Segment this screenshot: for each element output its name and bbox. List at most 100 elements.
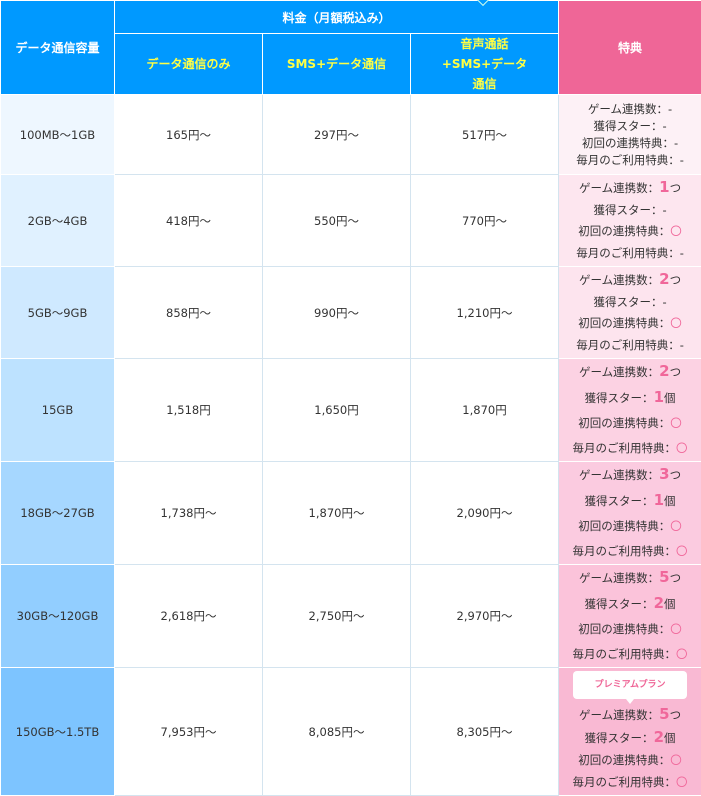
capacity-cell: 5GB～9GB bbox=[1, 267, 115, 359]
perks-cell: ゲーム連携数：2つ獲得スター：1個初回の連携特典：〇毎月のご利用特典：〇 bbox=[559, 359, 701, 462]
perk-value: - bbox=[680, 338, 684, 352]
perks-cell: ゲーム連携数：-獲得スター：-初回の連携特典：-毎月のご利用特典：- bbox=[559, 95, 701, 175]
perk-value: 1 bbox=[654, 491, 664, 509]
perk-unit: つ bbox=[670, 365, 682, 379]
header-plan-voice: 音声通話+SMS+データ通信 bbox=[411, 34, 559, 95]
perk-line: ゲーム連携数：5つ bbox=[559, 565, 701, 591]
price-cell: 8,305円～ bbox=[411, 668, 559, 796]
perk-value: 〇 bbox=[676, 441, 688, 455]
header-price-group: 料金（月額税込み） bbox=[115, 1, 559, 34]
perk-line: 初回の連携特典：〇 bbox=[559, 617, 701, 642]
perk-value: 〇 bbox=[676, 775, 688, 789]
capacity-cell: 2GB～4GB bbox=[1, 175, 115, 267]
perk-line: 毎月のご利用特典：- bbox=[559, 243, 701, 265]
perk-line: 初回の連携特典：〇 bbox=[559, 749, 701, 771]
perk-unit: つ bbox=[670, 571, 682, 585]
perk-line: 毎月のご利用特典：- bbox=[559, 335, 701, 357]
perk-line: 初回の連携特典：〇 bbox=[559, 221, 701, 243]
perk-line: 毎月のご利用特典：〇 bbox=[559, 642, 701, 667]
perk-line: 初回の連携特典：〇 bbox=[559, 313, 701, 335]
perk-unit: つ bbox=[670, 708, 682, 722]
capacity-cell: 18GB～27GB bbox=[1, 462, 115, 565]
perk-value: 〇 bbox=[670, 753, 682, 767]
price-cell: 1,518円 bbox=[115, 359, 263, 462]
perk-value: 〇 bbox=[676, 544, 688, 558]
price-cell: 550円～ bbox=[263, 175, 411, 267]
perk-unit: 個 bbox=[664, 391, 676, 405]
perk-value: 〇 bbox=[670, 224, 682, 238]
perk-line: ゲーム連携数：- bbox=[559, 101, 701, 118]
perk-line: ゲーム連携数：2つ bbox=[559, 359, 701, 385]
price-cell: 858円～ bbox=[115, 267, 263, 359]
price-cell: 2,750円～ bbox=[263, 565, 411, 668]
perk-value: - bbox=[668, 102, 672, 116]
perk-value: 2 bbox=[654, 594, 664, 612]
perk-line: 毎月のご利用特典：〇 bbox=[559, 436, 701, 461]
perk-line: 毎月のご利用特典：- bbox=[559, 152, 701, 169]
perk-line: ゲーム連携数：5つ bbox=[559, 703, 701, 726]
price-cell: 1,650円 bbox=[263, 359, 411, 462]
perk-line: 初回の連携特典：〇 bbox=[559, 411, 701, 436]
price-cell: 165円～ bbox=[115, 95, 263, 175]
price-cell: 8,085円～ bbox=[263, 668, 411, 796]
perk-line: ゲーム連携数：1つ bbox=[559, 177, 701, 200]
perk-value: 2 bbox=[659, 270, 669, 288]
header-plan-sms: SMS+データ通信 bbox=[263, 34, 411, 95]
perk-line: ゲーム連携数：3つ bbox=[559, 462, 701, 488]
header-plan-data: データ通信のみ bbox=[115, 34, 263, 95]
perk-value: 5 bbox=[659, 705, 669, 723]
perk-line: 獲得スター：- bbox=[559, 200, 701, 222]
perks-cell: ゲーム連携数：3つ獲得スター：1個初回の連携特典：〇毎月のご利用特典：〇 bbox=[559, 462, 701, 565]
perk-unit: 個 bbox=[664, 597, 676, 611]
price-cell: 7,953円～ bbox=[115, 668, 263, 796]
perk-line: 獲得スター：1個 bbox=[559, 488, 701, 514]
perk-line: 獲得スター：2個 bbox=[559, 591, 701, 617]
perk-line: 毎月のご利用特典：〇 bbox=[559, 539, 701, 564]
perk-unit: 個 bbox=[664, 494, 676, 508]
perk-value: 1 bbox=[659, 178, 669, 196]
perk-value: 〇 bbox=[676, 647, 688, 661]
perk-line: 毎月のご利用特典：〇 bbox=[559, 771, 701, 793]
price-cell: 1,870円～ bbox=[263, 462, 411, 565]
price-cell: 297円～ bbox=[263, 95, 411, 175]
perk-value: 2 bbox=[659, 362, 669, 380]
perk-line: 初回の連携特典：- bbox=[559, 135, 701, 152]
perk-line: 獲得スター：1個 bbox=[559, 385, 701, 411]
price-cell: 2,970円～ bbox=[411, 565, 559, 668]
perk-value: 〇 bbox=[670, 316, 682, 330]
price-cell: 1,870円 bbox=[411, 359, 559, 462]
perk-value: 1 bbox=[654, 388, 664, 406]
premium-plan-badge: プレミアムプラン bbox=[573, 671, 688, 699]
perk-value: - bbox=[662, 203, 666, 217]
perk-value: - bbox=[680, 246, 684, 260]
header-perks: 特典 bbox=[559, 1, 701, 95]
perks-cell: プレミアムプランゲーム連携数：5つ獲得スター：2個初回の連携特典：〇毎月のご利用… bbox=[559, 668, 701, 796]
perk-value: 3 bbox=[659, 465, 669, 483]
price-cell: 2,090円～ bbox=[411, 462, 559, 565]
perk-unit: つ bbox=[670, 468, 682, 482]
perk-value: 〇 bbox=[670, 416, 682, 430]
perks-cell: ゲーム連携数：1つ獲得スター：-初回の連携特典：〇毎月のご利用特典：- bbox=[559, 175, 701, 267]
capacity-cell: 30GB～120GB bbox=[1, 565, 115, 668]
price-cell: 1,738円～ bbox=[115, 462, 263, 565]
perk-line: 獲得スター：- bbox=[559, 118, 701, 135]
price-cell: 418円～ bbox=[115, 175, 263, 267]
capacity-cell: 15GB bbox=[1, 359, 115, 462]
perk-value: 〇 bbox=[670, 519, 682, 533]
perk-value: - bbox=[680, 153, 684, 167]
header-capacity: データ通信容量 bbox=[1, 1, 115, 95]
perk-value: 5 bbox=[659, 568, 669, 586]
capacity-cell: 150GB～1.5TB bbox=[1, 668, 115, 796]
perk-line: 獲得スター：2個 bbox=[559, 726, 701, 749]
price-cell: 1,210円～ bbox=[411, 267, 559, 359]
perk-line: 初回の連携特典：〇 bbox=[559, 514, 701, 539]
perks-cell: ゲーム連携数：2つ獲得スター：-初回の連携特典：〇毎月のご利用特典：- bbox=[559, 267, 701, 359]
perk-unit: つ bbox=[670, 181, 682, 195]
perk-value: 2 bbox=[654, 728, 664, 746]
